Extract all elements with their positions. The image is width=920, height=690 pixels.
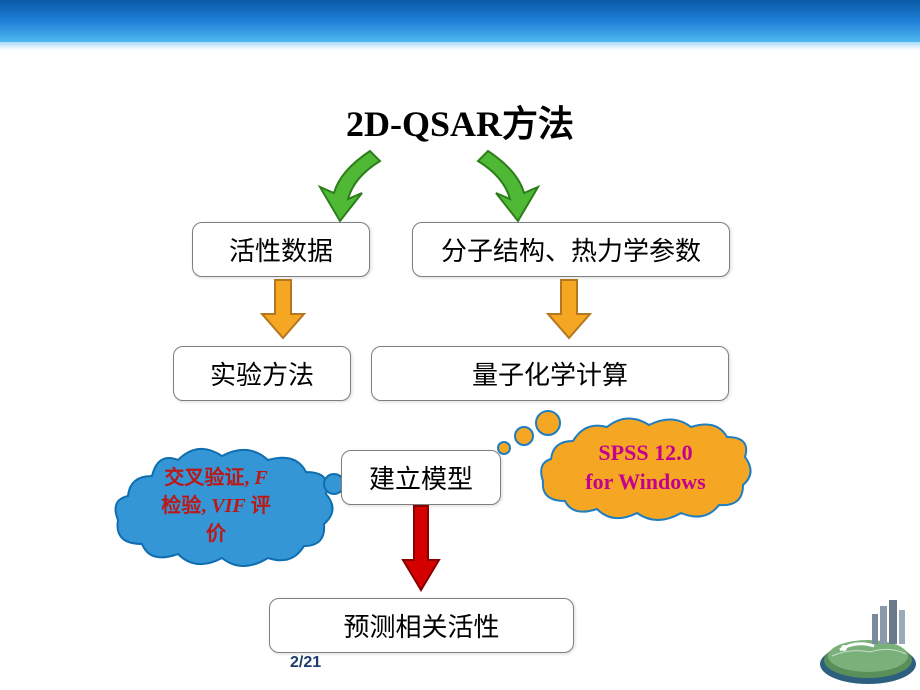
- spss-line1: SPSS 12.0: [598, 439, 692, 468]
- spss-line2: for Windows: [585, 468, 705, 497]
- arrow-orange-left: [258, 276, 308, 342]
- page-number-center: 2/21: [290, 654, 321, 672]
- val-line1: 交叉验证, F: [164, 464, 267, 492]
- arrow-orange-right: [544, 276, 594, 342]
- val-line3: 价: [206, 520, 226, 548]
- arrow-red-down: [399, 502, 443, 594]
- top-gradient-bar: [0, 0, 920, 42]
- box-exp-method: 实验方法: [173, 346, 351, 401]
- cloud-spss-text: SPSS 12.0 for Windows: [533, 413, 758, 523]
- arrow-green-right: [458, 143, 548, 225]
- val-line2: 检验, VIF 评: [161, 492, 270, 520]
- cloud-validation: 交叉验证, F 检验, VIF 评 价: [108, 438, 323, 578]
- arrow-green-left: [310, 143, 400, 225]
- slide: 2D-QSAR方法 活性数据 分子结构、热力学参数 实验方法 量子化学计算 SP…: [0, 0, 920, 690]
- box-quantum-calc: 量子化学计算: [371, 346, 729, 401]
- cloud-spss: SPSS 12.0 for Windows: [533, 413, 758, 523]
- box-predict: 预测相关活性: [269, 598, 574, 653]
- slide-title: 2D-QSAR方法: [0, 95, 920, 147]
- box-activity-data: 活性数据: [192, 222, 370, 277]
- cloud-validation-text: 交叉验证, F 检验, VIF 评 价: [114, 446, 318, 566]
- box-build-model: 建立模型: [341, 450, 501, 505]
- globe-decoration-icon: [810, 580, 920, 690]
- box-mol-struct: 分子结构、热力学参数: [412, 222, 730, 277]
